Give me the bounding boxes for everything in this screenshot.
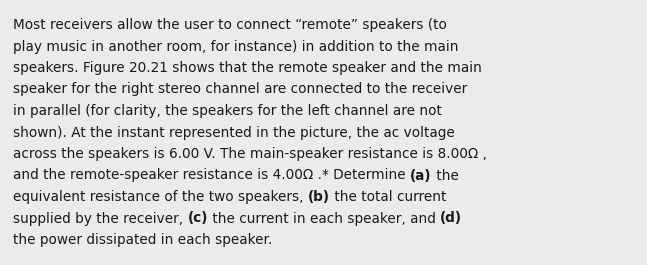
Text: the power dissipated in each speaker.: the power dissipated in each speaker.: [13, 233, 272, 247]
Text: shown). At the instant represented in the picture, the ac voltage: shown). At the instant represented in th…: [13, 126, 455, 139]
Text: in parallel (for clarity, the speakers for the left channel are not: in parallel (for clarity, the speakers f…: [13, 104, 442, 118]
Text: speakers. Figure 20.21 shows that the remote speaker and the main: speakers. Figure 20.21 shows that the re…: [13, 61, 482, 75]
Text: the: the: [432, 169, 458, 183]
Text: and the remote-speaker resistance is 4.00Ω .* Determine: and the remote-speaker resistance is 4.0…: [13, 169, 410, 183]
Text: speaker for the right stereo channel are connected to the receiver: speaker for the right stereo channel are…: [13, 82, 467, 96]
Text: Most receivers allow the user to connect “remote” speakers (to: Most receivers allow the user to connect…: [13, 18, 447, 32]
Text: equivalent resistance of the two speakers,: equivalent resistance of the two speaker…: [13, 190, 308, 204]
Text: (d): (d): [440, 211, 462, 226]
Text: the current in each speaker, and: the current in each speaker, and: [208, 211, 440, 226]
Text: (a): (a): [410, 169, 432, 183]
Text: supplied by the receiver,: supplied by the receiver,: [13, 211, 188, 226]
Text: play music in another room, for instance) in addition to the main: play music in another room, for instance…: [13, 39, 459, 54]
Text: (b): (b): [308, 190, 330, 204]
Text: across the speakers is 6.00 V. The main-speaker resistance is 8.00Ω ,: across the speakers is 6.00 V. The main-…: [13, 147, 487, 161]
Text: (c): (c): [188, 211, 208, 226]
Text: the total current: the total current: [330, 190, 446, 204]
